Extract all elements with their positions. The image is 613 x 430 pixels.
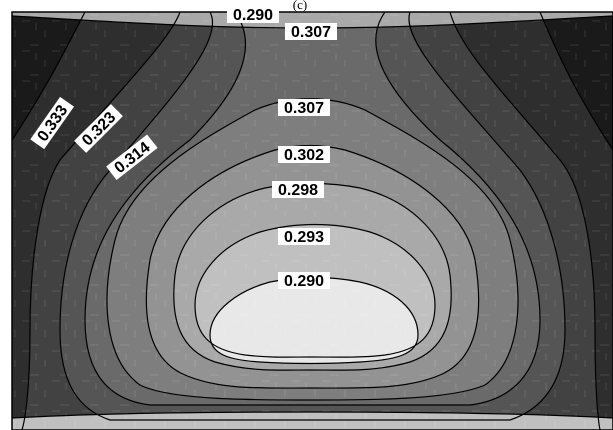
contour-line	[539, 12, 613, 151]
contour-line	[449, 12, 601, 430]
contour-line	[21, 12, 181, 430]
contour-label-text: 0.302	[284, 147, 324, 164]
panel-label: (c)	[293, 0, 307, 12]
contour-label-text: 0.307	[291, 24, 331, 41]
contour-label-upper-mid: 0.307	[278, 99, 330, 117]
contour-label-top-neck: 0.307	[285, 23, 337, 41]
contour-line	[12, 411, 613, 419]
contour-line	[209, 276, 419, 365]
contour-label-mid-3: 0.293	[278, 228, 330, 246]
contour-line	[145, 144, 480, 389]
contour-field	[12, 12, 613, 430]
plot-frame	[11, 11, 613, 430]
contour-label-text: 0.293	[284, 229, 324, 246]
contour-label-text: 0.290	[284, 273, 324, 290]
contour-label-text: 0.290	[233, 7, 273, 24]
contour-line	[84, 12, 541, 406]
contour-label-text: 0.307	[284, 100, 324, 117]
contour-labels: 0.290 0.307 0.307 0.302 0.298 0.293 0.29…	[30, 6, 337, 290]
contour-label-mid-2: 0.298	[272, 181, 324, 199]
contour-line	[106, 98, 519, 401]
contour-line	[173, 182, 452, 371]
contour-label-mid-1: 0.302	[278, 146, 330, 164]
contour-label-text: 0.298	[278, 182, 318, 199]
contour-line	[194, 223, 436, 358]
contour-label-top-edge: 0.290	[227, 6, 279, 24]
texture-overlay	[12, 12, 613, 430]
contour-line	[12, 12, 86, 141]
contour-label-core: 0.290	[278, 272, 330, 290]
